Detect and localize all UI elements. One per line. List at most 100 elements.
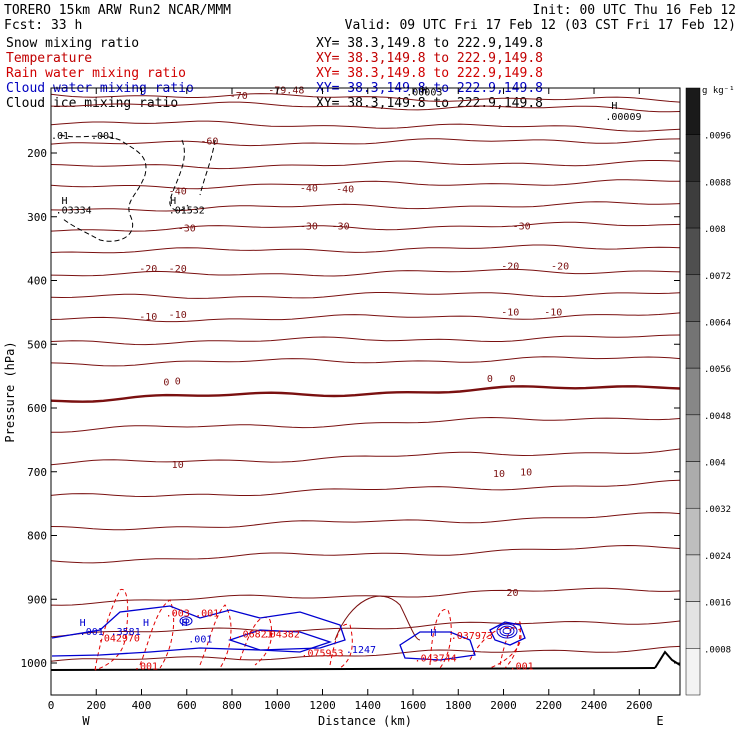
temperature-contour-label: 0 — [487, 374, 493, 385]
field-xy-rain: XY= 38.3,149.8 to 222.9,149.8 — [316, 66, 543, 81]
x-tick-label: 1600 — [400, 699, 427, 712]
field-label-snow: Snow mixing ratio — [6, 36, 139, 51]
cloud-ice-contour — [59, 134, 147, 242]
y-tick-label: 500 — [27, 338, 47, 351]
temperature-contour-label: -40 — [336, 185, 354, 196]
y-tick-label: 800 — [27, 530, 47, 543]
rain-label: .003 — [166, 608, 190, 619]
temperature-contour-label: -10 — [169, 310, 187, 321]
colorbar-unit: g kg⁻¹ — [702, 86, 735, 96]
temperature-contour — [50, 179, 681, 190]
temperature-contour-label: -60 — [200, 137, 218, 148]
cloud-water-label: H — [80, 618, 86, 629]
x-tick-label: 600 — [177, 699, 197, 712]
temperature-contour — [50, 544, 681, 564]
rain-contour — [94, 588, 129, 671]
temperature-contour — [50, 244, 681, 254]
cloud-water-label: H — [143, 618, 149, 629]
cloud-water-label: .001 — [188, 635, 212, 646]
plot-frame — [50, 87, 681, 696]
x-tick-label: 800 — [222, 699, 242, 712]
temperature-contour — [50, 356, 681, 367]
x-tick-label: 1800 — [445, 699, 472, 712]
temperature-contour — [50, 416, 681, 433]
ground-line-edge — [654, 650, 681, 669]
x-tick-label: 2600 — [626, 699, 653, 712]
cloud-water-contour — [489, 621, 526, 646]
cloud-water-contours — [51, 605, 526, 661]
colorbar-tick-label: .008 — [704, 225, 726, 235]
cloud-ice-label: H — [170, 196, 176, 207]
colorbar-tick-label: .0096 — [704, 132, 731, 142]
temperature-contour — [50, 512, 681, 531]
temperature-contour — [50, 620, 681, 638]
colorbar-tick-label: .0064 — [704, 318, 731, 328]
temperature-contour-label: 0 — [510, 374, 516, 385]
cloud-water-core-contour — [502, 627, 512, 635]
cloud-water-label: H — [430, 628, 436, 639]
colorbar-tick-label: .0056 — [704, 365, 731, 375]
colorbar-tick-label: .004 — [704, 459, 726, 469]
rain-contour — [139, 599, 175, 669]
colorbar-swatch — [685, 274, 701, 322]
rain-label: .04382 — [264, 630, 300, 641]
temperature-contour-label: 10 — [493, 469, 505, 480]
temperature-contour — [50, 160, 681, 170]
temperature-contour — [50, 93, 681, 103]
x-tick-label: 1400 — [355, 699, 382, 712]
temperature-contour — [50, 587, 681, 606]
temperature-contour — [50, 312, 681, 323]
x-tick-label: 200 — [86, 699, 106, 712]
cloud-water-core-contour — [182, 618, 190, 624]
x-axis-title: Distance (km) — [318, 714, 412, 728]
rain-label: .043744 — [415, 654, 457, 665]
temperature-contour-label: -30 — [300, 222, 318, 233]
field-label-rain: Rain water mixing ratio — [6, 66, 186, 81]
cloud-ice-label: H — [62, 196, 68, 207]
temperature-contour — [50, 201, 681, 212]
colorbar-tick-label: .0048 — [704, 412, 731, 422]
y-tick-label: 700 — [27, 466, 47, 479]
colorbar-tick-label: .0072 — [704, 272, 731, 282]
temperature-contour — [50, 120, 681, 132]
temperature-contour-label: -10 — [139, 312, 157, 323]
temperature-contour-label: -30 — [178, 223, 196, 234]
temperature-contour-label: 0 — [163, 378, 169, 389]
y-axis-title: Pressure (hPa) — [3, 341, 17, 442]
header-line1-left: TORERO 15km ARW Run2 NCAR/MMM — [4, 3, 231, 18]
rain-label: .042970 — [98, 633, 140, 644]
rain-contours — [94, 588, 522, 671]
colorbar-swatch — [685, 414, 701, 462]
temperature-contour — [50, 479, 681, 498]
rain-label: .037973 — [451, 631, 493, 642]
x-tick-label: 400 — [132, 699, 152, 712]
cloud-water-contour — [399, 631, 476, 661]
temperature-contour-label: 0 — [175, 376, 181, 387]
cloud-ice-label: .01 — [51, 131, 69, 142]
y-tick-label: 1000 — [21, 657, 48, 670]
temperature-contour-label: -40 — [169, 186, 187, 197]
east-label: E — [656, 714, 663, 728]
temperature-contour-label: 10 — [172, 460, 184, 471]
temperature-contour-label: 10 — [520, 468, 532, 479]
axes: 0 200 400 600 800 1000 1200 1400 1600 1800 2000 220… — [21, 88, 680, 712]
temperature-contour-label: -20 — [501, 262, 519, 273]
rain-contour — [239, 617, 273, 666]
temperature-contour-label: -20 — [139, 264, 157, 275]
y-tick-label: 900 — [27, 593, 47, 606]
colorbar-swatch — [685, 461, 701, 509]
colorbar-tick-label: .0032 — [704, 505, 731, 515]
rain-label: .001 — [134, 661, 158, 672]
snow-label: H — [421, 86, 427, 97]
rain-contour — [199, 604, 232, 669]
temperature-contour — [50, 448, 681, 466]
temperature-contour — [50, 385, 681, 403]
cloud-water-contour — [51, 605, 346, 657]
x-tick-label: 0 — [48, 699, 55, 712]
temperature-contour-label: -10 — [501, 308, 519, 319]
rain-label: .075953 — [301, 649, 343, 660]
temperature-contour — [50, 221, 681, 232]
y-tick-label: 400 — [27, 275, 47, 288]
x-tick-label: 2000 — [490, 699, 517, 712]
temperature-contours — [50, 93, 681, 671]
